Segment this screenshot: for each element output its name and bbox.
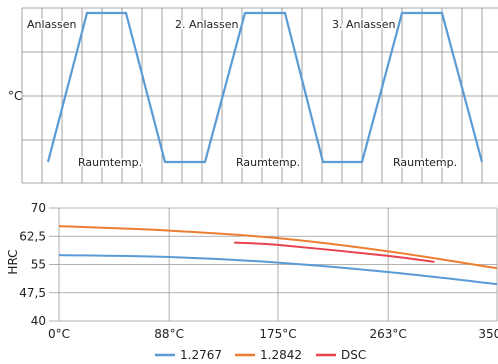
series-line-2 bbox=[58, 225, 498, 270]
legend: 1.2767 1.2842 DSC bbox=[155, 348, 366, 362]
phase-label-1: Anlassen bbox=[27, 18, 77, 31]
y-tick-labels: 70 62,5 55 47,5 40 bbox=[19, 201, 46, 328]
bottom-grid bbox=[49, 207, 498, 322]
phase-label-2: 2. Anlassen bbox=[175, 18, 239, 31]
series-line-1 bbox=[58, 254, 498, 286]
series-line-3 bbox=[234, 241, 435, 263]
base-label-1: Raumtemp. bbox=[78, 156, 142, 169]
top-grid bbox=[21, 7, 498, 184]
x-tick-label: 0°C bbox=[48, 327, 70, 341]
temperature-cycle-line bbox=[46, 11, 484, 164]
series-lines bbox=[58, 225, 498, 286]
legend-label: DSC bbox=[341, 348, 366, 362]
x-tick-label: 350°C bbox=[478, 327, 498, 341]
legend-label: 1.2767 bbox=[180, 348, 222, 362]
bottom-y-axis-label: HRC bbox=[6, 249, 20, 274]
temperature-cycle-chart: °C Anlassen 2. Anlassen 3. Anlassen Raum… bbox=[8, 7, 498, 184]
legend-label: 1.2842 bbox=[260, 348, 302, 362]
y-tick-label: 62,5 bbox=[19, 229, 46, 243]
x-tick-label: 88°C bbox=[154, 327, 184, 341]
x-tick-label: 263°C bbox=[369, 327, 406, 341]
top-phase-labels: Anlassen 2. Anlassen 3. Anlassen Raumtem… bbox=[26, 17, 459, 171]
phase-label-3: 3. Anlassen bbox=[332, 18, 396, 31]
base-label-3: Raumtemp. bbox=[393, 156, 457, 169]
y-tick-label: 40 bbox=[31, 314, 46, 328]
y-tick-label: 55 bbox=[31, 258, 46, 272]
x-tick-label: 175°C bbox=[259, 327, 296, 341]
x-tick-labels: 0°C 88°C 175°C 263°C 350°C bbox=[48, 327, 498, 341]
top-y-axis-label: °C bbox=[8, 89, 22, 103]
y-tick-label: 70 bbox=[31, 201, 46, 215]
y-tick-label: 47,5 bbox=[19, 286, 46, 300]
base-label-2: Raumtemp. bbox=[236, 156, 300, 169]
hardness-chart: 70 62,5 55 47,5 40 0°C 88°C 175°C 263°C 350°C HR… bbox=[6, 201, 498, 362]
